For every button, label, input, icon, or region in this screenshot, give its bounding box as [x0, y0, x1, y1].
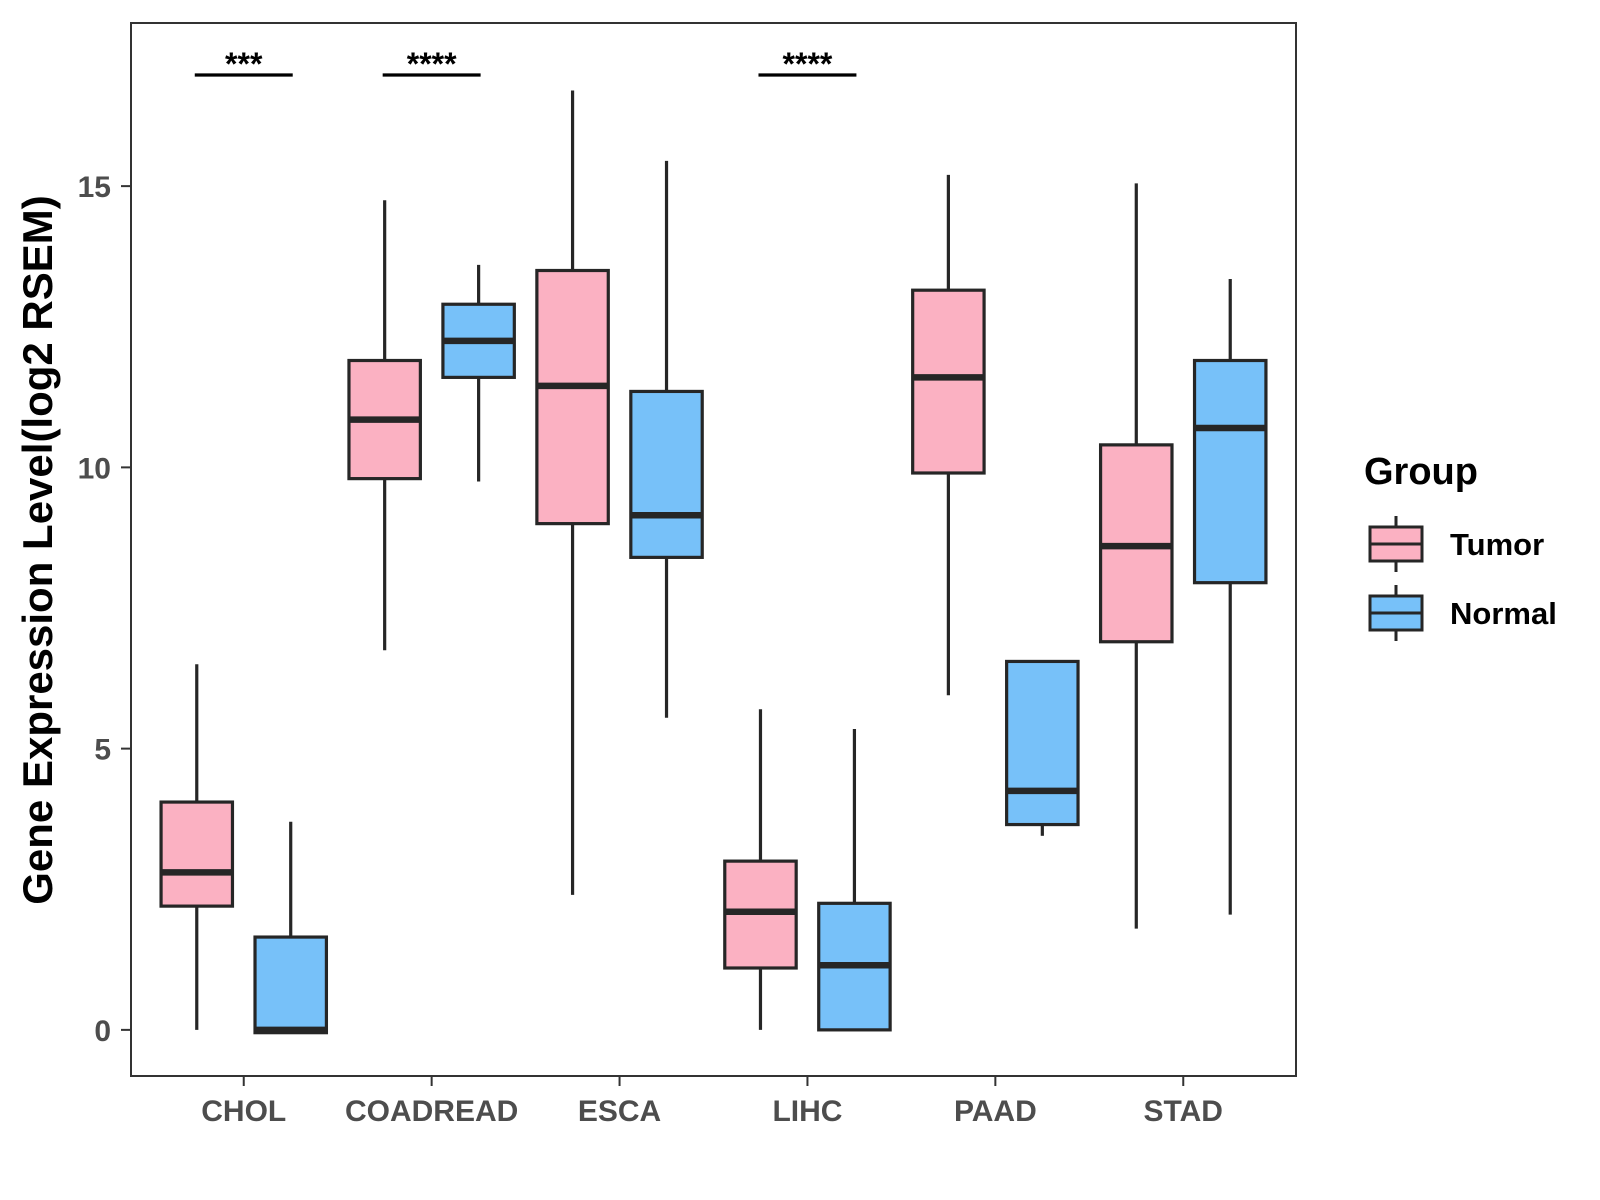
- legend-label-tumor: Tumor: [1450, 527, 1544, 562]
- significance-label-lihc: ****: [783, 46, 833, 82]
- legend: Group Tumor Normal: [1364, 451, 1557, 641]
- x-tick-label: PAAD: [954, 1095, 1037, 1128]
- x-tick-label: LIHC: [772, 1095, 842, 1128]
- x-tick-label: ESCA: [578, 1095, 661, 1128]
- y-tick-label: 10: [78, 452, 111, 485]
- box-normal-esca: [629, 389, 704, 559]
- y-tick-label: 0: [94, 1015, 111, 1048]
- box-tumor-paad: [911, 288, 986, 475]
- legend-label-normal: Normal: [1450, 596, 1557, 631]
- plot-marks: *** **** ****: [159, 46, 1268, 1035]
- x-axis: CHOL COADREAD ESCA LIHC PAAD STAD: [201, 1076, 1223, 1128]
- plot-panel-border: [130, 22, 1297, 1077]
- box-normal-paad: [1005, 659, 1080, 827]
- x-tick-label: CHOL: [201, 1095, 286, 1128]
- y-tick-label: 15: [78, 171, 111, 204]
- box-tumor-esca: [535, 268, 610, 526]
- y-axis: 0 5 10 15: [78, 171, 131, 1048]
- legend-title: Group: [1364, 451, 1478, 493]
- x-tick-label: COADREAD: [345, 1095, 518, 1128]
- box-tumor-chol: [159, 800, 235, 908]
- y-tick-label: 5: [94, 734, 111, 767]
- significance-label-coadread: ****: [407, 46, 457, 82]
- box-normal-stad: [1192, 358, 1268, 585]
- y-axis-title: Gene Expression Level(log2 RSEM): [14, 195, 61, 905]
- x-tick-label: STAD: [1144, 1095, 1223, 1128]
- box-normal-chol: [253, 935, 329, 1035]
- significance-label-chol: ***: [225, 46, 263, 82]
